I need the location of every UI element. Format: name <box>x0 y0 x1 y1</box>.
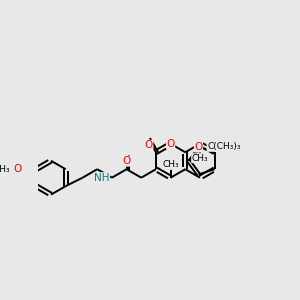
Text: O: O <box>167 139 175 149</box>
Text: CH₃: CH₃ <box>192 154 208 163</box>
Text: CH₃: CH₃ <box>0 165 10 174</box>
Text: O: O <box>14 164 22 174</box>
Text: C(CH₃)₃: C(CH₃)₃ <box>207 142 241 152</box>
Text: NH: NH <box>94 173 110 183</box>
Text: O: O <box>145 140 153 150</box>
Text: O: O <box>122 156 131 166</box>
Text: O: O <box>194 142 202 152</box>
Text: CH₃: CH₃ <box>162 160 179 169</box>
